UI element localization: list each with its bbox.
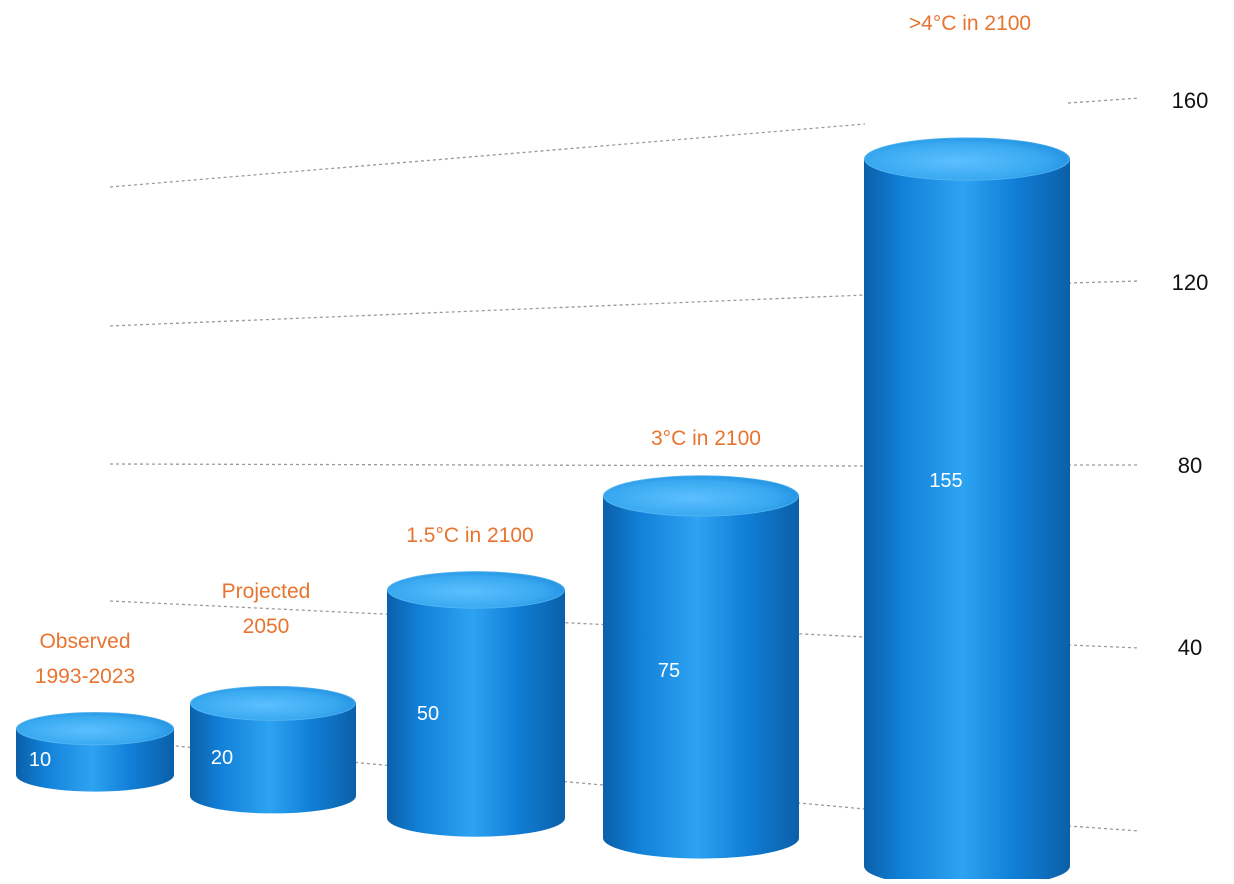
grid-line-120 [1067,280,1141,284]
category-label-1-line-2: 1993-2023 [35,665,135,688]
category-label-5: >4°C in 2100 [909,12,1031,35]
bar-5 [864,137,1070,884]
bar-top-3 [387,571,565,609]
bar-body-4 [603,495,799,859]
bar-body-3 [387,589,565,837]
bar-top-2 [190,685,356,721]
data-label-1: 10 [29,749,51,771]
y-axis: 40 80 120 160 [1172,88,1209,660]
data-label-5: 155 [929,470,962,492]
category-label-3: 1.5°C in 2100 [406,524,534,547]
y-tick-label-40: 40 [1178,635,1202,660]
bar-top-5 [864,137,1070,181]
bar-top-1 [16,712,174,746]
category-label-2-line-1: Projected [222,580,311,603]
data-label-3: 50 [417,703,439,725]
bar-rim-4 [603,475,799,517]
bar-rim-5 [864,137,1070,181]
bar-1 [16,712,175,792]
grid-line-40 [1067,644,1141,649]
labels: 10 205075155Observed1993-2023Projected205… [29,12,1031,771]
data-label-4: 75 [658,660,680,682]
grid-line-160 [109,123,866,188]
bar-body-2 [190,703,356,814]
grid-line-0 [1067,825,1141,832]
bar-top-4 [603,475,799,517]
bar-rim-2 [190,685,356,721]
category-label-1-line-1: Observed [39,630,130,653]
grid-line-160 [1067,97,1141,104]
bar-body-1 [16,728,175,792]
y-tick-label-160: 160 [1172,88,1209,113]
y-tick-label-80: 80 [1178,453,1202,478]
bar-body-5 [864,159,1070,884]
bar-3 [387,571,565,837]
grid-line-120 [109,294,866,327]
category-label-4: 3°C in 2100 [651,427,761,450]
category-label-2-line-2: 2050 [243,615,290,638]
data-label-2: 20 [211,747,233,769]
bars [16,137,1070,884]
y-tick-label-120: 120 [1172,270,1209,295]
bar-4 [603,475,799,859]
bar-rim-3 [387,571,565,609]
grid-line-80 [109,463,866,467]
bar-2 [190,685,356,814]
bar-rim-1 [16,712,174,746]
